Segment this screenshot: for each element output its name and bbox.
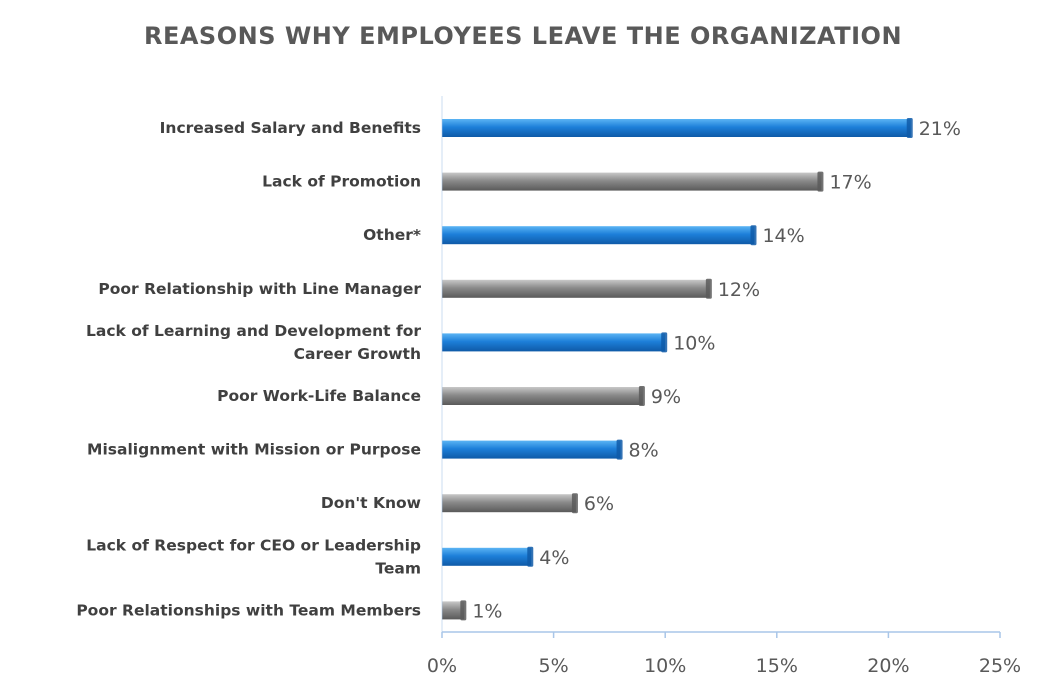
category-label: Other* [363, 226, 421, 244]
bar [442, 494, 576, 513]
x-tick-label: 20% [867, 655, 909, 677]
bar-end-cap [571, 493, 578, 514]
category-label: Career Growth [294, 345, 421, 363]
bar-end-cap [705, 278, 712, 299]
x-tick-label: 0% [427, 655, 457, 677]
bar [442, 440, 621, 459]
value-label: 4% [539, 547, 569, 569]
bar [442, 387, 643, 405]
bar [442, 279, 710, 298]
chart-title: REASONS WHY EMPLOYEES LEAVE THE ORGANIZA… [143, 22, 903, 50]
category-label: Poor Work-Life Balance [217, 387, 421, 405]
bar-end-cap [817, 171, 824, 192]
category-label: Lack of Promotion [262, 173, 421, 191]
x-axis: 0% 5% 10% 15% 20% 25% [427, 96, 1021, 677]
x-tick-label: 15% [756, 655, 798, 677]
bar-end-cap [527, 546, 534, 567]
x-tick-label: 5% [539, 655, 569, 677]
value-label: 14% [762, 225, 804, 247]
bars-layer: Increased Salary and Benefits 21% Lack of … [76, 118, 961, 622]
bar-end-cap [460, 600, 467, 621]
value-label: 10% [673, 332, 715, 354]
category-label: Increased Salary and Benefits [160, 119, 421, 137]
x-tick-label: 25% [979, 655, 1021, 677]
category-label: Poor Relationships with Team Members [76, 601, 421, 619]
bar-end-cap [616, 439, 623, 460]
bar-end-cap [661, 332, 668, 353]
category-label: Lack of Respect for CEO or Leadership [86, 536, 421, 554]
x-tick-label: 10% [644, 655, 686, 677]
category-label: Don't Know [321, 494, 421, 512]
bar [442, 172, 822, 191]
bar [442, 226, 755, 245]
value-label: 17% [829, 172, 871, 194]
category-label: Misalignment with Mission or Purpose [87, 441, 421, 459]
bar [442, 547, 532, 566]
category-label: Lack of Learning and Development for [86, 322, 421, 340]
value-label: 1% [472, 600, 502, 622]
value-label: 9% [651, 386, 681, 408]
bar [442, 119, 911, 137]
value-label: 21% [919, 118, 961, 140]
value-label: 8% [629, 440, 659, 462]
bar [442, 601, 465, 620]
bar-end-cap [906, 118, 913, 138]
bar-end-cap [750, 225, 757, 246]
bar-end-cap [638, 386, 645, 406]
category-label: Team [375, 559, 421, 577]
category-label: Poor Relationship with Line Manager [98, 280, 421, 298]
bar [442, 333, 666, 352]
value-label: 6% [584, 493, 614, 515]
value-label: 12% [718, 279, 760, 301]
